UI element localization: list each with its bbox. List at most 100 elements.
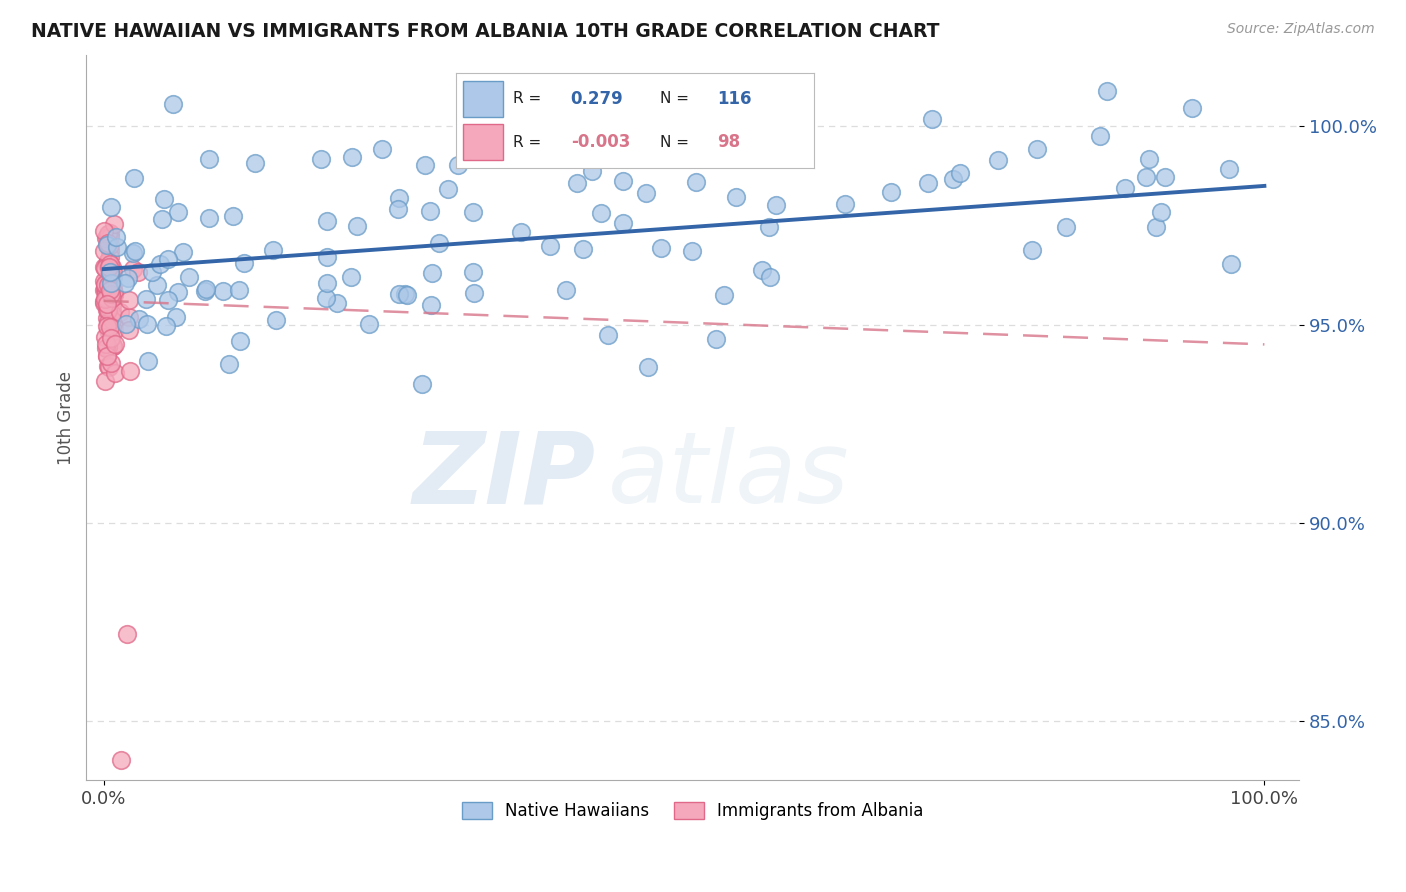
Point xyxy=(148,257,170,271)
Point xyxy=(146,278,169,293)
Point xyxy=(124,244,146,259)
Text: Source: ZipAtlas.com: Source: ZipAtlas.com xyxy=(1227,22,1375,37)
Point xyxy=(387,202,409,216)
Point xyxy=(198,211,221,225)
Point xyxy=(98,265,121,279)
Point xyxy=(96,318,118,333)
Point xyxy=(97,259,120,273)
Point xyxy=(1137,152,1160,166)
Point xyxy=(96,238,118,252)
Point xyxy=(110,754,132,768)
Point xyxy=(167,285,190,299)
Point xyxy=(98,267,121,281)
Point xyxy=(100,276,122,290)
Point xyxy=(94,285,117,299)
Point xyxy=(711,140,734,154)
Point xyxy=(685,175,707,189)
Point xyxy=(157,293,180,307)
Point xyxy=(128,312,150,326)
Point xyxy=(157,252,180,266)
Point xyxy=(704,332,727,346)
Point xyxy=(1149,205,1171,219)
Point xyxy=(96,311,118,326)
Point xyxy=(97,260,120,275)
Text: NATIVE HAWAIIAN VS IMMIGRANTS FROM ALBANIA 10TH GRADE CORRELATION CHART: NATIVE HAWAIIAN VS IMMIGRANTS FROM ALBAN… xyxy=(31,22,939,41)
Point xyxy=(97,340,120,354)
Point xyxy=(228,283,250,297)
Point xyxy=(98,266,121,280)
Point xyxy=(724,189,747,203)
Point xyxy=(110,305,132,319)
Point xyxy=(97,236,120,251)
Point xyxy=(262,243,284,257)
Point xyxy=(315,276,337,290)
Point xyxy=(103,318,125,333)
Point xyxy=(221,209,243,223)
Point xyxy=(427,236,450,251)
Point xyxy=(942,171,965,186)
Point xyxy=(447,158,470,172)
Point xyxy=(101,270,124,285)
Point xyxy=(98,294,121,309)
Point xyxy=(103,287,125,301)
Point xyxy=(1090,129,1112,144)
Point xyxy=(98,254,121,268)
Point xyxy=(101,313,124,327)
Point xyxy=(463,285,485,300)
Point xyxy=(150,212,173,227)
Point xyxy=(96,337,118,351)
Point xyxy=(1153,169,1175,184)
Point xyxy=(97,303,120,318)
Point xyxy=(96,256,118,270)
Point xyxy=(118,322,141,336)
Point xyxy=(510,225,533,239)
Point xyxy=(309,153,332,167)
Point xyxy=(591,206,613,220)
Point xyxy=(696,122,718,136)
Point xyxy=(118,310,141,324)
Point xyxy=(218,357,240,371)
Point xyxy=(97,294,120,309)
Point xyxy=(127,265,149,279)
Point xyxy=(115,626,138,640)
Point xyxy=(315,291,337,305)
Point xyxy=(98,230,121,244)
Point xyxy=(1135,169,1157,184)
Point xyxy=(422,266,444,280)
Point xyxy=(315,214,337,228)
Point xyxy=(172,244,194,259)
Legend: Native Hawaiians, Immigrants from Albania: Native Hawaiians, Immigrants from Albani… xyxy=(456,795,931,826)
Point xyxy=(96,230,118,244)
Point xyxy=(394,287,416,301)
Point xyxy=(419,204,441,219)
Point xyxy=(266,313,288,327)
Point xyxy=(101,298,124,312)
Point xyxy=(98,285,121,299)
Point xyxy=(1025,142,1047,156)
Point xyxy=(97,277,120,292)
Point xyxy=(101,281,124,295)
Point xyxy=(101,260,124,274)
Point xyxy=(612,216,634,230)
Point xyxy=(96,276,118,290)
Point xyxy=(121,261,143,276)
Point xyxy=(676,114,699,128)
Point xyxy=(880,185,903,199)
Point xyxy=(198,153,221,167)
Point xyxy=(346,219,368,233)
Point xyxy=(135,292,157,306)
Point xyxy=(834,197,856,211)
Point xyxy=(97,323,120,337)
Point xyxy=(162,96,184,111)
Text: ZIP: ZIP xyxy=(413,427,596,524)
Point xyxy=(121,246,143,260)
Point xyxy=(765,198,787,212)
Point xyxy=(415,158,437,172)
Point xyxy=(538,238,561,252)
Point xyxy=(228,334,250,348)
Point xyxy=(411,377,433,392)
Point xyxy=(97,253,120,268)
Point xyxy=(396,287,419,301)
Point xyxy=(97,300,120,314)
Point xyxy=(96,291,118,305)
